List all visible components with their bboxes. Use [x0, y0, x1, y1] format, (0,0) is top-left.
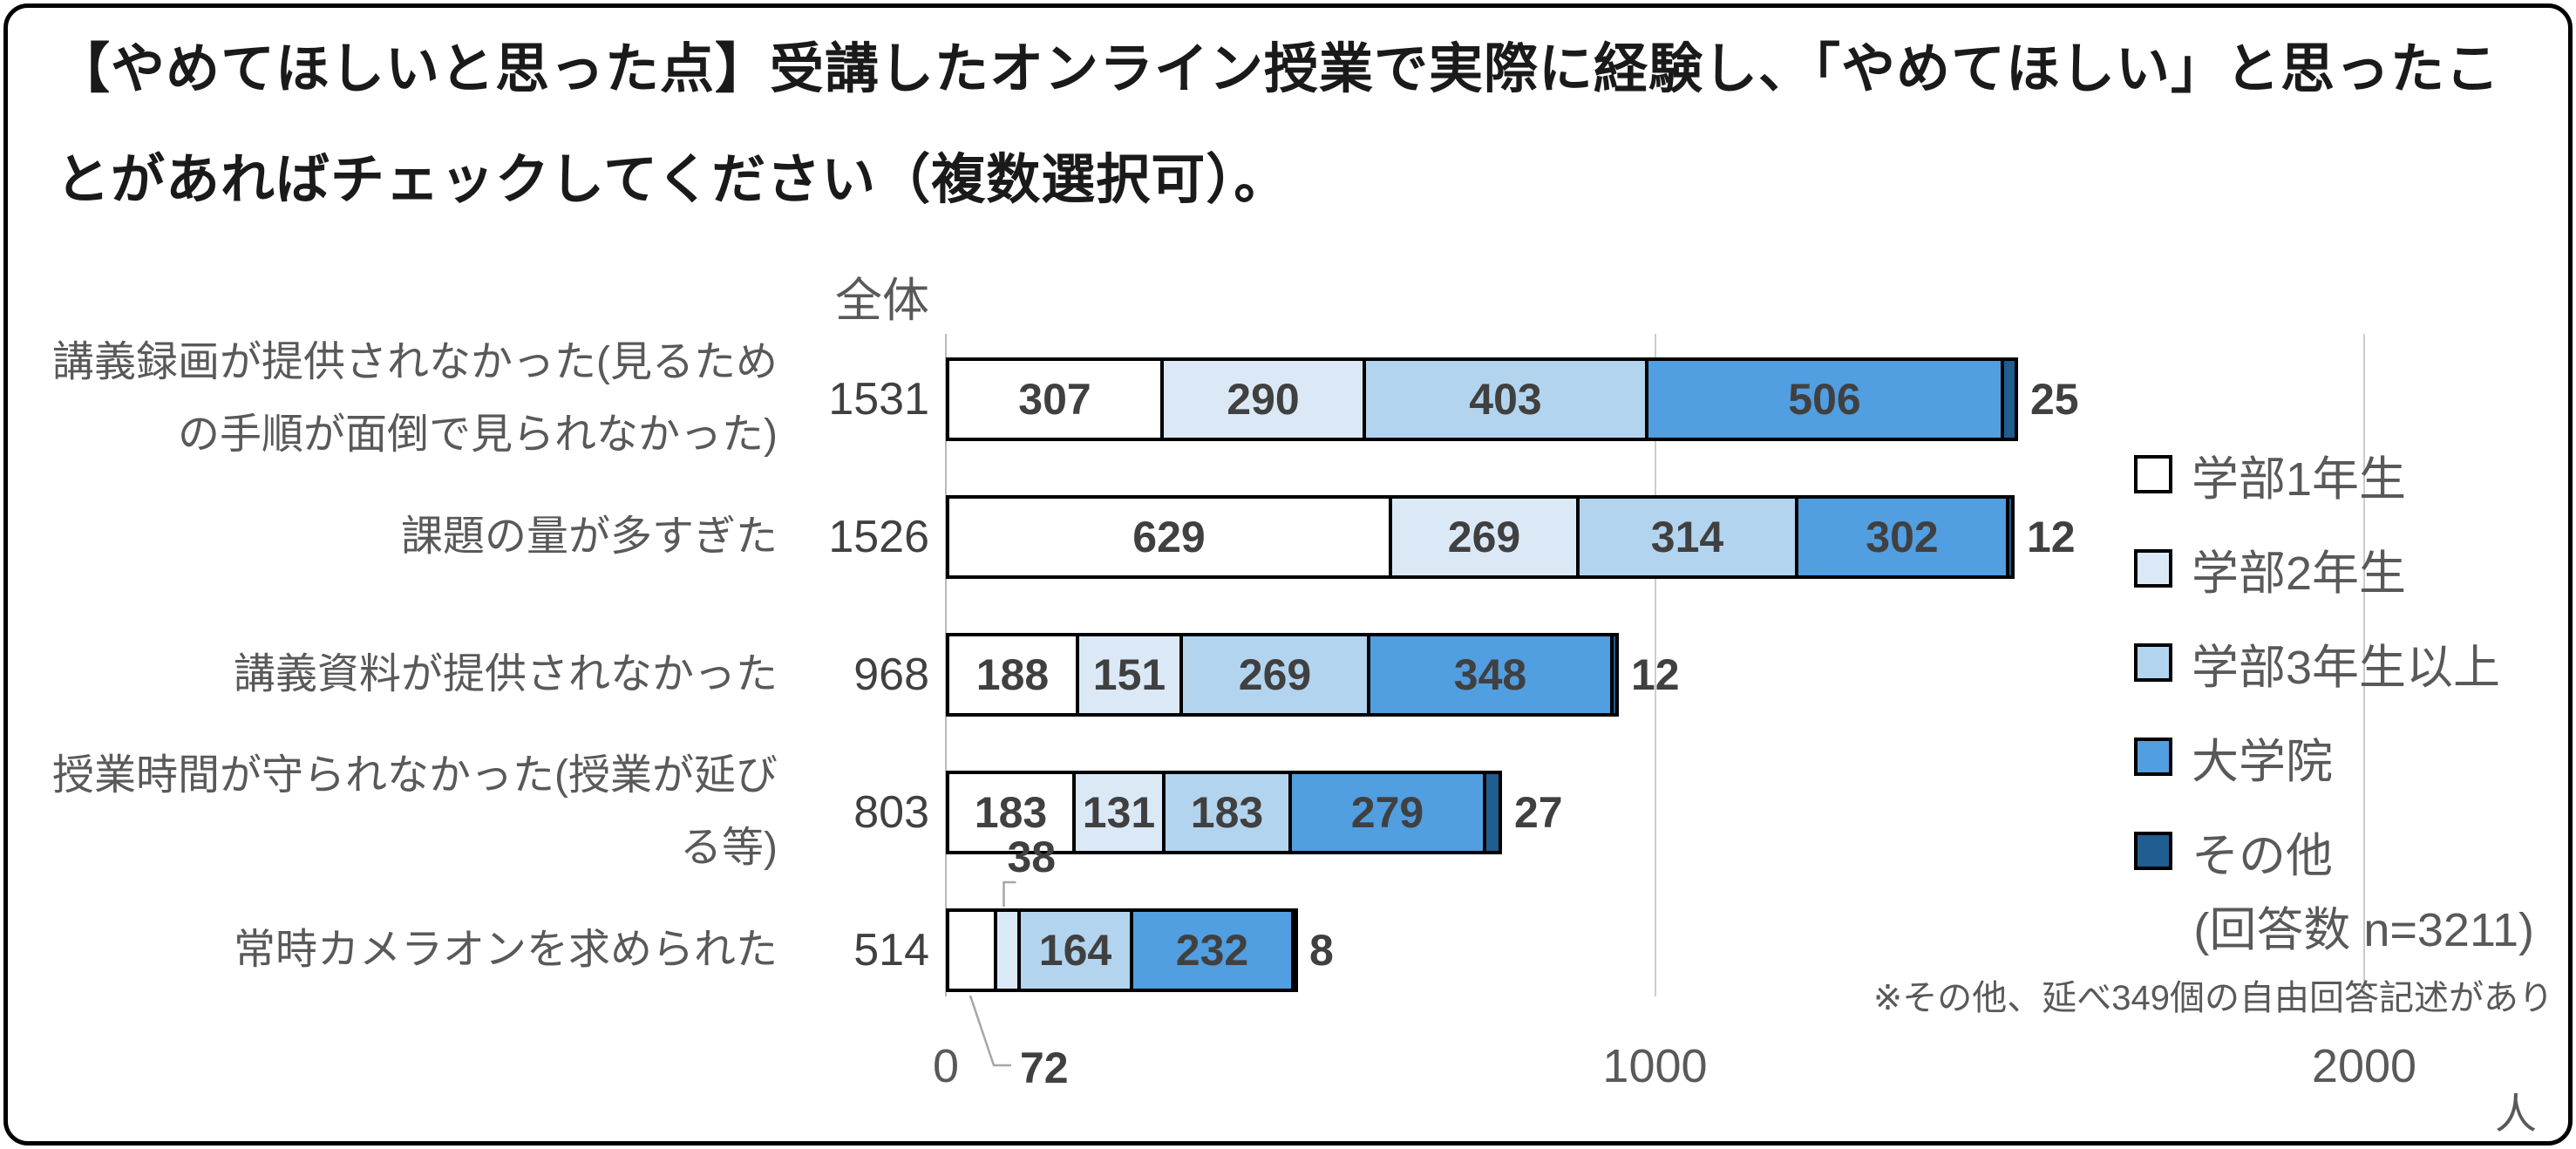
column-header-zentai: 全体	[835, 275, 929, 327]
bar-segment-学部3年生以上: 183	[1162, 771, 1292, 854]
bar-segment-その他	[2006, 495, 2015, 579]
bar: 307 290 403 506	[946, 357, 2018, 441]
bar-segment-大学院: 348	[1367, 633, 1614, 717]
outside-label: 12	[2027, 513, 2076, 561]
bar-segment-学部1年生: 307	[946, 357, 1164, 441]
bar-segment-その他	[1291, 908, 1298, 992]
bar-segment-学部2年生: 131	[1072, 771, 1166, 854]
bar-segment-大学院: 506	[1645, 357, 2004, 441]
legend: 学部1年生学部2年生学部3年生以上 大学院その他	[2134, 427, 2500, 898]
segment-label: 183	[1190, 788, 1264, 837]
segment-label: 290	[1227, 375, 1300, 424]
segment-label: 302	[1866, 513, 1939, 561]
segment-label: 151	[1092, 650, 1166, 699]
bar-segment-その他	[1610, 633, 1619, 717]
legend-label: その他	[2192, 829, 2333, 882]
callout-label: 38	[1007, 833, 1057, 881]
legend-label: 学部1年生	[2192, 452, 2407, 506]
bar: 183 131 183 279	[946, 771, 1502, 854]
segment-label: 506	[1788, 375, 1861, 424]
bar-segment-学部1年生	[946, 908, 997, 992]
bar-segment-学部2年生: 151	[1076, 633, 1183, 717]
bar: 629 269 314 302	[946, 495, 2015, 579]
bar-segment-大学院: 279	[1288, 771, 1486, 854]
outside-label: 25	[2030, 375, 2079, 424]
bar: 164 232	[946, 908, 1298, 992]
segment-label: 279	[1350, 788, 1424, 837]
bar-segment-学部2年生: 290	[1160, 357, 1366, 441]
leader-line	[1003, 880, 1016, 907]
legend-label: 学部3年生以上	[2192, 641, 2501, 694]
callout-label: 72	[1020, 1044, 1069, 1092]
bar-segment-学部3年生以上: 403	[1363, 357, 1648, 441]
row-total: 1531	[828, 374, 929, 425]
x-axis-tick-label: 2000	[2311, 1040, 2417, 1092]
note-respondents: (回答数 n=3211)	[2193, 904, 2534, 956]
bar-segment-学部1年生: 188	[946, 633, 1079, 717]
bar: 188 151 269 348	[946, 633, 1619, 717]
legend-item-学部3年生以上: 学部3年生以上	[2134, 615, 2500, 710]
row-total: 803	[853, 787, 929, 838]
gridline	[1654, 334, 1656, 996]
outside-label: 8	[1309, 926, 1334, 975]
legend-swatch	[2134, 643, 2172, 682]
row-label: 課題の量が多すぎた	[400, 513, 778, 560]
segment-label: 269	[1238, 650, 1312, 699]
segment-label: 348	[1453, 650, 1527, 699]
row-total: 1526	[828, 512, 929, 562]
bar-segment-学部1年生: 629	[946, 495, 1392, 579]
segment-label: 188	[975, 650, 1050, 699]
legend-swatch	[2134, 832, 2172, 870]
legend-label: 学部2年生	[2192, 547, 2407, 600]
segment-label: 307	[1018, 375, 1091, 424]
outside-label: 27	[1514, 788, 1563, 837]
bar-segment-学部2年生: 269	[1389, 495, 1580, 579]
bar-segment-学部3年生以上: 269	[1179, 633, 1370, 717]
segment-label: 269	[1447, 513, 1521, 561]
legend-swatch	[2134, 738, 2172, 776]
segment-label: 232	[1175, 926, 1249, 975]
segment-label: 131	[1082, 788, 1156, 837]
bar-segment-学部1年生: 183	[946, 771, 1076, 854]
chart-title: 【やめてほしいと思った点】受講したオンライン授業で実際に経験し、「やめてほしい」…	[56, 39, 2501, 211]
legend-item-学部1年生: 学部1年生	[2134, 427, 2500, 521]
x-axis-tick-label: 0	[932, 1040, 960, 1092]
bar-segment-学部3年生以上: 314	[1576, 495, 1798, 579]
bar-segment-学部3年生以上: 164	[1017, 908, 1133, 992]
segment-label: 314	[1650, 513, 1724, 561]
legend-item-学部2年生: 学部2年生	[2134, 521, 2500, 615]
legend-swatch	[2134, 455, 2172, 493]
bar-segment-大学院: 302	[1795, 495, 2009, 579]
bar-segment-大学院: 232	[1130, 908, 1295, 992]
legend-swatch	[2134, 549, 2172, 588]
segment-label: 629	[1132, 513, 1206, 561]
axis-unit-label: 人	[2495, 1091, 2538, 1138]
bar-segment-その他	[2001, 357, 2018, 441]
segment-label: 403	[1469, 375, 1542, 424]
legend-label: 大学院	[2192, 735, 2333, 788]
legend-item-その他: その他	[2134, 804, 2500, 898]
note-other-freeform: ※その他、延べ349個の自由回答記述があり	[1873, 979, 2553, 1017]
row-label: 常時カメラオンを求められた	[233, 926, 778, 973]
bar-segment-その他	[1483, 771, 1502, 854]
legend-item-大学院: 大学院	[2134, 710, 2500, 804]
row-total: 514	[853, 925, 929, 976]
segment-label: 183	[974, 788, 1048, 837]
x-axis-tick-label: 1000	[1602, 1040, 1708, 1092]
segment-label: 164	[1038, 926, 1112, 975]
row-label: 講義録画が提供されなかった(見るための手順が面倒で見られなかった)	[52, 339, 778, 458]
row-label: 講義資料が提供されなかった	[233, 650, 778, 697]
row-total: 968	[853, 649, 929, 700]
gridline	[2363, 334, 2365, 996]
row-label: 授業時間が守られなかった(授業が延びる等)	[52, 752, 778, 871]
outside-label: 12	[1631, 650, 1680, 699]
